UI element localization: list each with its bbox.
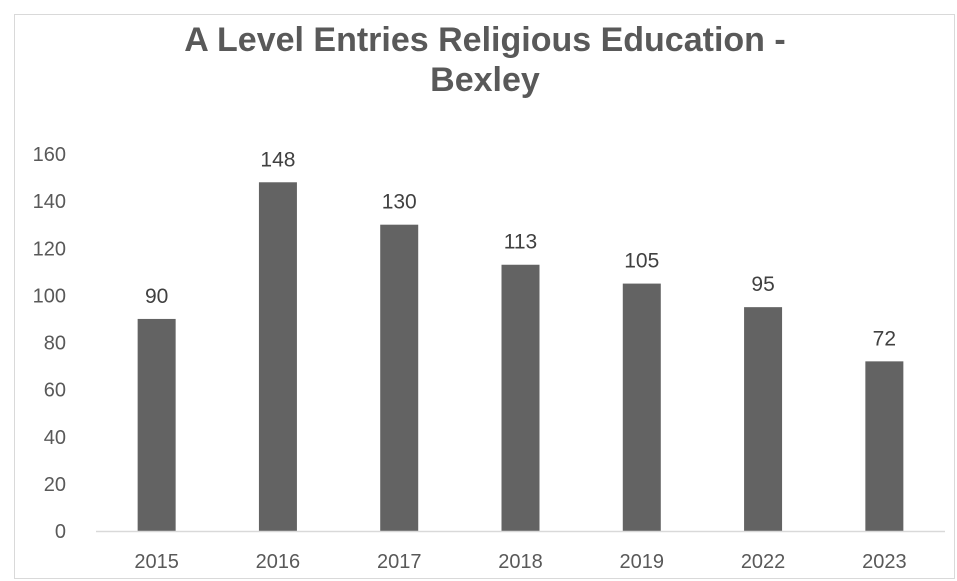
y-axis-ticks: 0 20 40 60 80 100 120 140 160 — [33, 144, 66, 543]
x-axis-ticks: 2015 2016 2017 2018 2019 2022 2023 — [134, 551, 906, 573]
y-tick-label: 100 — [33, 285, 66, 307]
data-label: 95 — [751, 273, 774, 296]
y-tick-label: 20 — [44, 474, 66, 496]
data-label: 72 — [873, 327, 896, 350]
bars — [137, 182, 904, 531]
x-tick-label: 2023 — [862, 551, 907, 573]
y-tick-label: 120 — [33, 238, 66, 260]
y-tick-label: 160 — [33, 144, 66, 166]
bar — [380, 224, 419, 531]
x-tick-label: 2015 — [134, 551, 179, 573]
bar — [501, 264, 540, 531]
x-tick-label: 2022 — [741, 551, 786, 573]
data-label: 105 — [624, 250, 659, 273]
y-tick-label: 60 — [44, 380, 66, 402]
bar — [137, 318, 176, 531]
x-tick-label: 2017 — [377, 551, 422, 573]
data-label: 148 — [260, 148, 295, 171]
x-tick-label: 2019 — [620, 551, 665, 573]
bar — [258, 182, 297, 531]
bar — [622, 283, 661, 531]
chart-title: A Level Entries Religious Education - Be… — [184, 21, 786, 99]
x-tick-label: 2018 — [498, 551, 543, 573]
bar — [865, 361, 904, 531]
y-tick-label: 0 — [55, 521, 66, 543]
data-label: 130 — [382, 191, 417, 214]
y-tick-label: 40 — [44, 427, 66, 449]
data-label: 113 — [504, 231, 537, 254]
y-tick-label: 140 — [33, 191, 66, 213]
data-labels: 90 148 130 113 105 95 72 — [145, 148, 896, 350]
y-tick-label: 80 — [44, 333, 66, 355]
x-tick-label: 2016 — [256, 551, 301, 573]
data-label: 90 — [145, 285, 168, 308]
bar — [744, 307, 783, 531]
